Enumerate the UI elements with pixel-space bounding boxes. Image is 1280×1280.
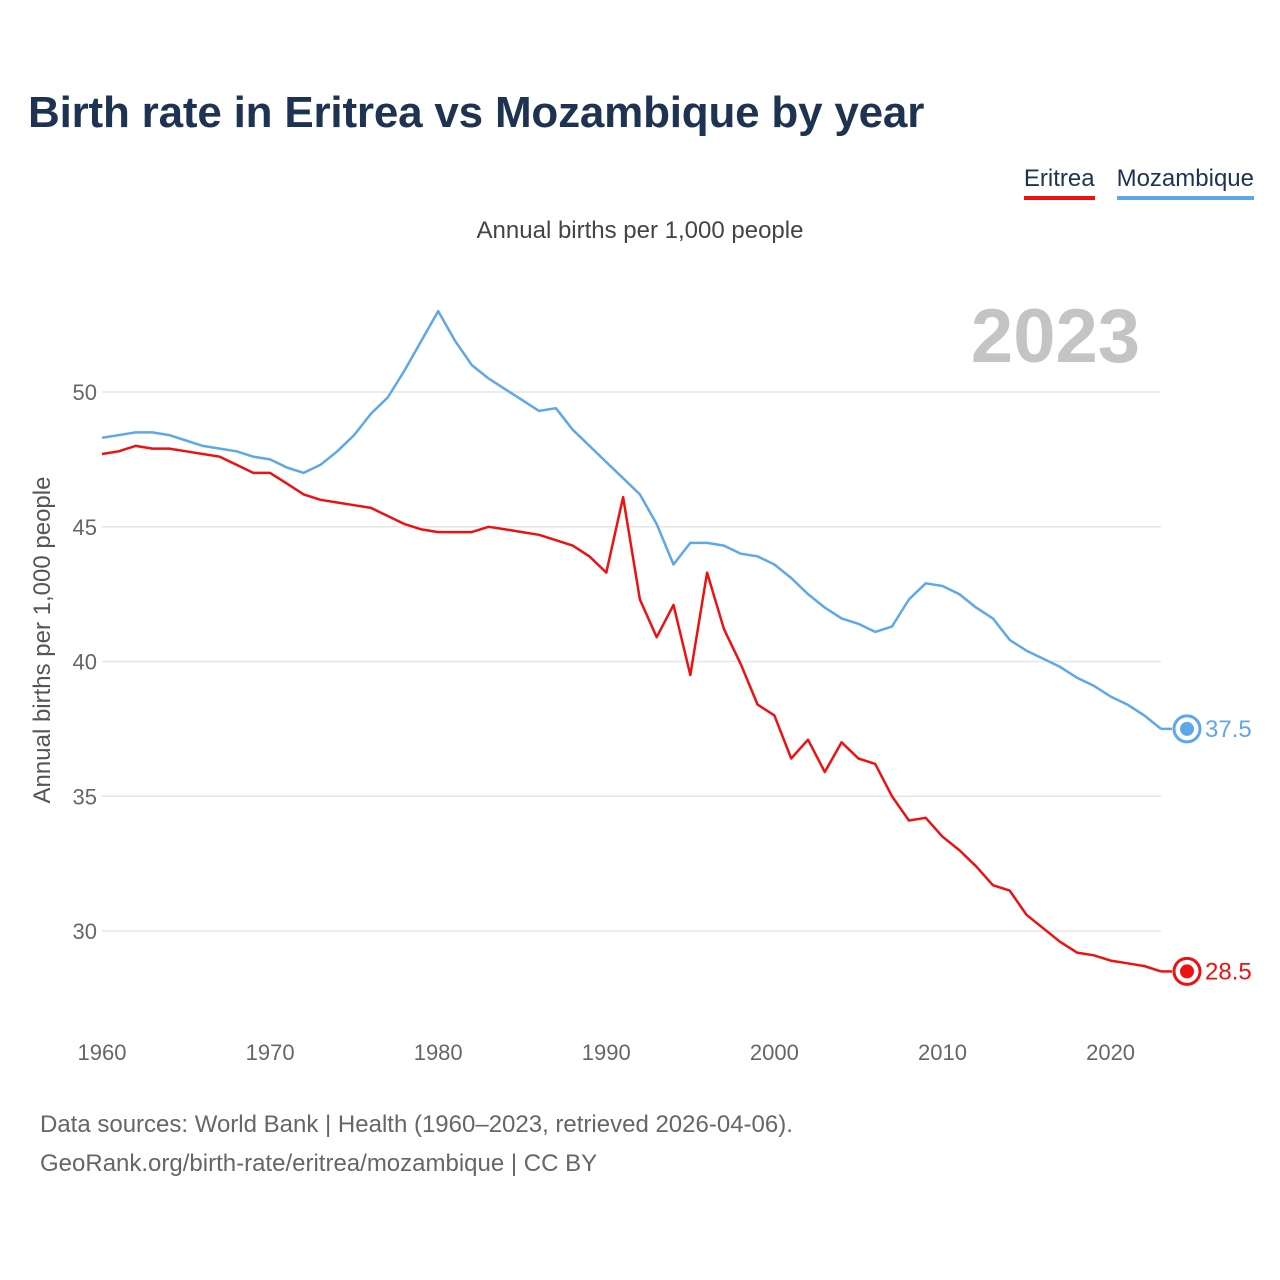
x-tick-label: 2000: [750, 1040, 799, 1065]
x-tick-label: 2020: [1086, 1040, 1135, 1065]
y-tick-label: 35: [73, 784, 97, 809]
legend: Eritrea Mozambique: [1023, 165, 1254, 200]
series-end-dot-eritrea: [1180, 964, 1194, 979]
y-tick-label: 30: [73, 919, 97, 944]
series-end-label-eritrea: 28.5: [1205, 958, 1252, 985]
y-tick-label: 45: [73, 515, 97, 540]
series-line-eritrea: [101, 444, 1162, 973]
y-axis-ticks: 30 35 40 45 50: [73, 380, 97, 944]
x-tick-label: 1960: [78, 1040, 127, 1065]
series-end-dot-mozambique: [1180, 721, 1194, 736]
current-year-label: 2023: [971, 294, 1140, 379]
series-end-label-mozambique: 37.5: [1205, 716, 1252, 743]
series-end-markers: 28.5 37.5: [1161, 714, 1252, 986]
chart-subtitle: Annual births per 1,000 people: [476, 217, 804, 244]
x-tick-label: 2010: [918, 1040, 967, 1065]
series-line-mozambique: [101, 309, 1162, 730]
x-tick-label: 1970: [246, 1040, 295, 1065]
legend-item-eritrea[interactable]: Eritrea: [1023, 165, 1095, 200]
data-source-text: Data sources: World Bank | Health (1960–…: [40, 1111, 793, 1138]
x-tick-label: 1980: [414, 1040, 463, 1065]
legend-item-mozambique[interactable]: Mozambique: [1116, 165, 1254, 200]
x-axis-ticks: 1960 1970 1980 1990 2000 2010 2020: [78, 1040, 1136, 1065]
footer: Data sources: World Bank | Health (1960–…: [40, 1105, 793, 1183]
y-tick-label: 40: [73, 650, 97, 675]
gridlines: [102, 391, 1161, 932]
y-tick-label: 50: [73, 380, 97, 405]
page-title: Birth rate in Eritrea vs Mozambique by y…: [28, 88, 925, 137]
y-axis-label: Annual births per 1,000 people: [29, 477, 56, 804]
x-tick-label: 1990: [582, 1040, 631, 1065]
source-link[interactable]: GeoRank.org/birth-rate/eritrea/mozambiqu…: [40, 1150, 598, 1177]
series-lines: [101, 309, 1162, 973]
